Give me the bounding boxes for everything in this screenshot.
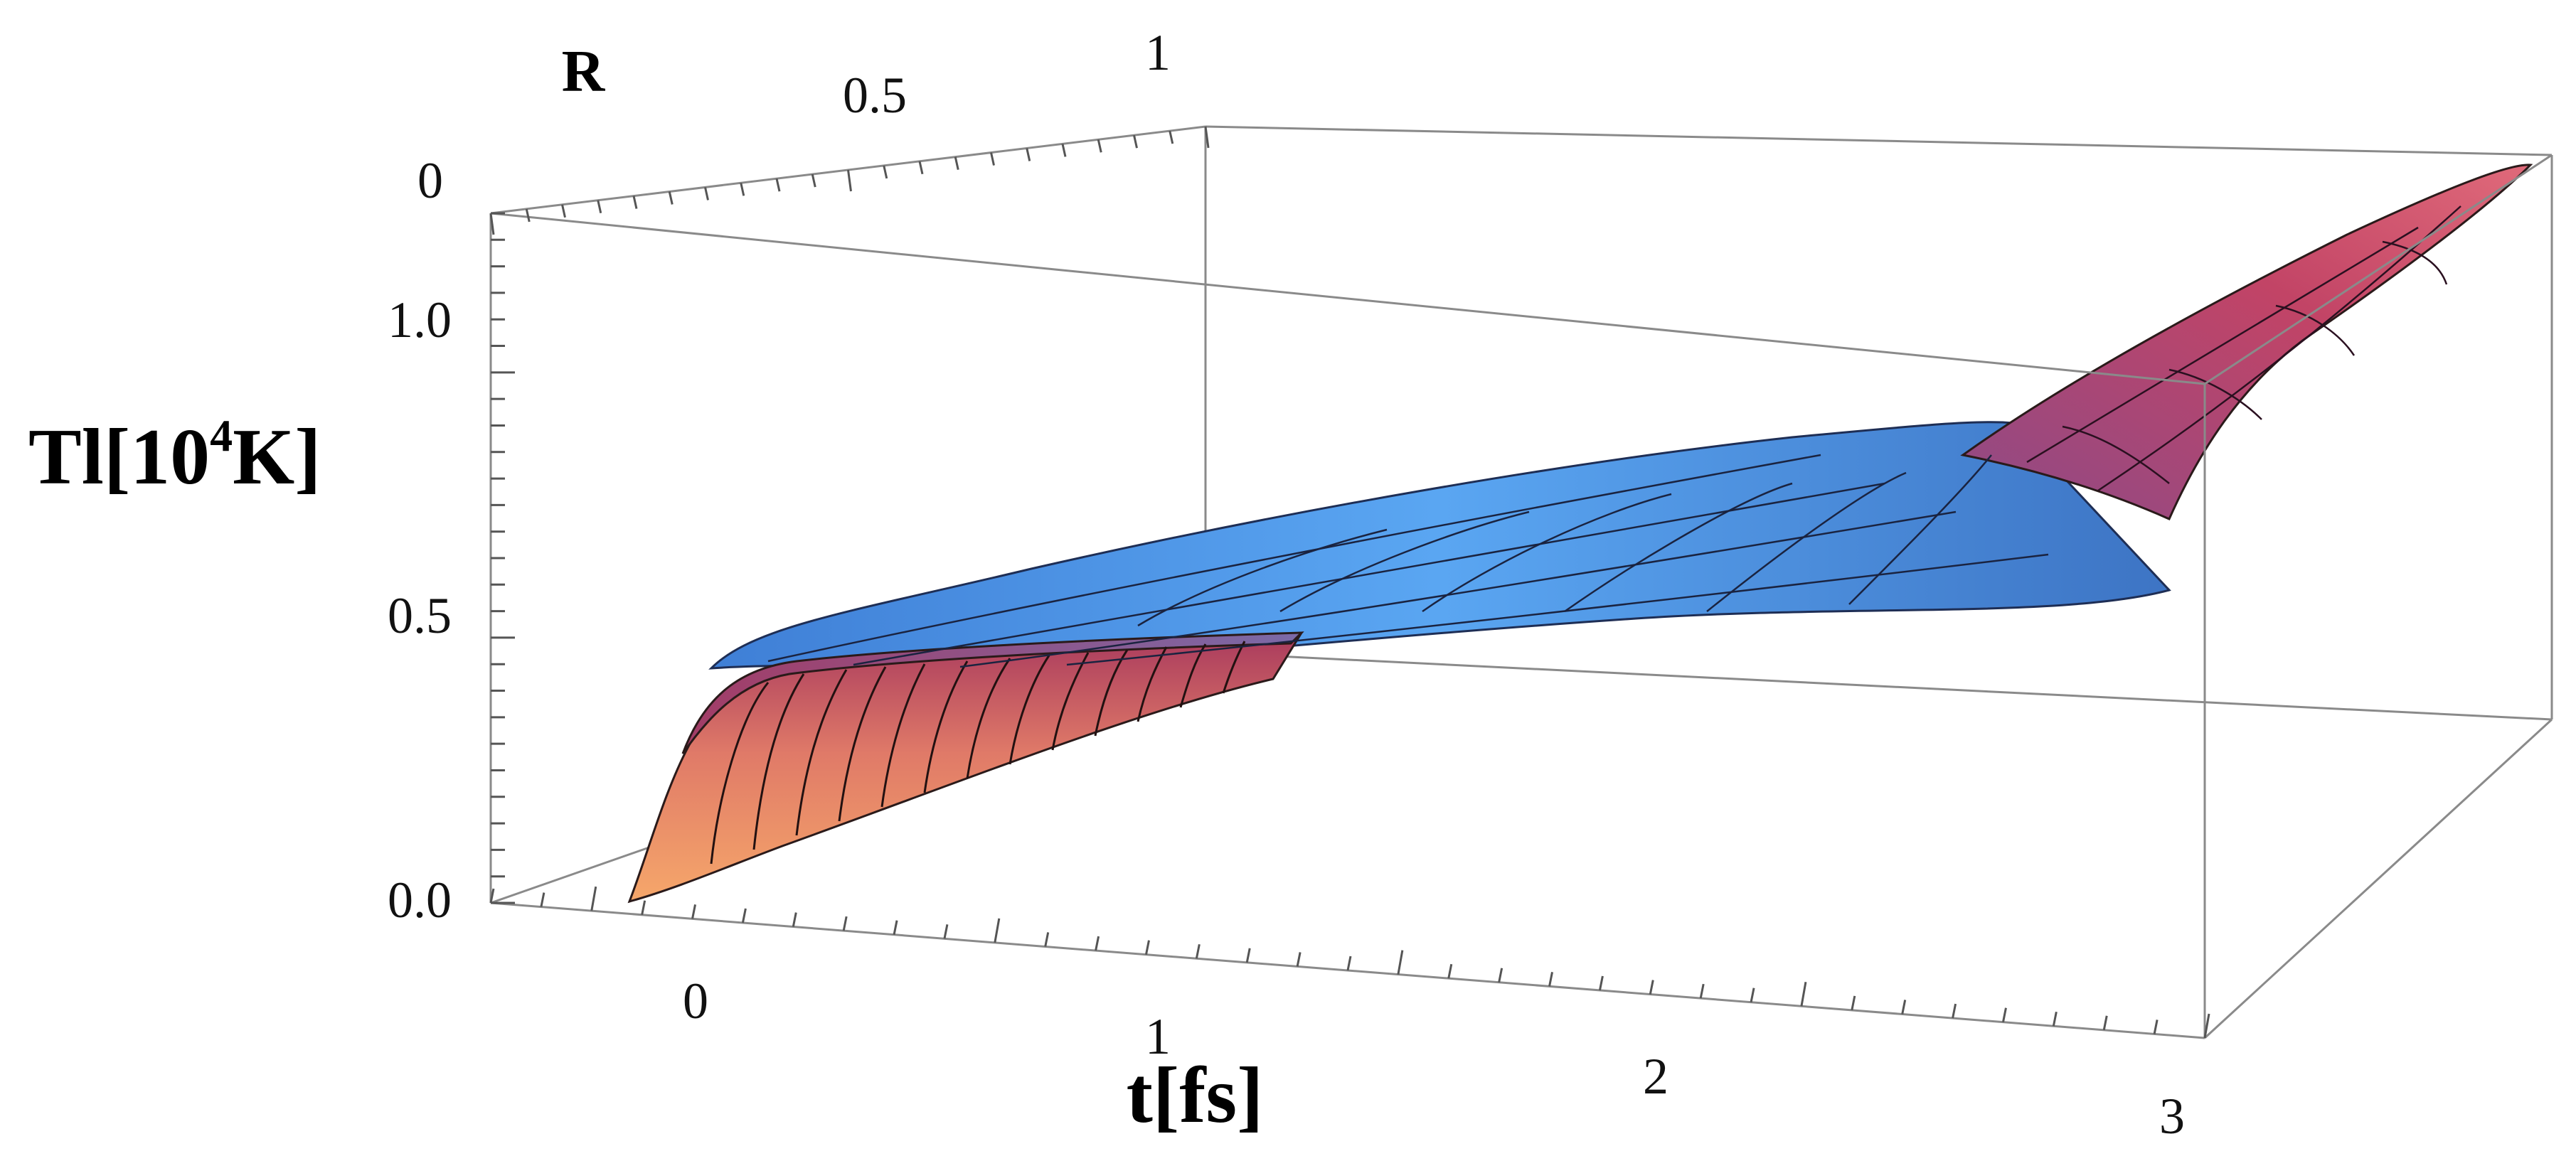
x-tick-labels: 0 1 2 3 (683, 973, 2185, 1145)
y-tick-mark (918, 161, 924, 175)
x-tick-mark (2102, 1015, 2108, 1031)
z-tick-label: 0.5 (388, 587, 452, 644)
surface-tail (1960, 164, 2533, 520)
z-axis-label-unit: K] (233, 413, 321, 501)
y-tick-label: 1 (1145, 24, 1171, 81)
x-tick-mark (641, 900, 646, 916)
x-tick-mark (1649, 980, 1654, 995)
x-tick-mark (1548, 972, 1554, 987)
y-tick-mark (1133, 134, 1138, 149)
y-tick-mark (1026, 148, 1031, 161)
x-tick-mark (741, 908, 747, 924)
z-tick-label: 0.0 (388, 872, 452, 928)
x-tick-mark (540, 892, 545, 907)
x-tick-mark (1498, 968, 1503, 983)
x-tick-mark (489, 888, 495, 904)
box-back-top-right (1205, 125, 2553, 156)
z-axis-label-sup: 4 (210, 410, 233, 461)
x-tick-label: 3 (2159, 1088, 2185, 1145)
x-tick-mark (1800, 982, 1807, 1007)
y-tick-mark (1204, 126, 1210, 149)
surface-mesh-rise (710, 641, 1246, 865)
y-tick-mark (561, 204, 566, 218)
box-back-bottom-right (1205, 651, 2553, 721)
x-tick-mark (1598, 975, 1604, 991)
x-tick-mark (1397, 950, 1404, 975)
x-tick-mark (792, 912, 797, 927)
x-tick-mark (842, 916, 848, 931)
x-tick-label: 1 (1145, 1008, 1171, 1065)
z-axis-label-main: Tl[10 (28, 413, 210, 501)
x-tick-mark (1095, 936, 1100, 951)
z-tick-labels: 0.0 0.5 1.0 (388, 291, 452, 928)
x-tick-mark (2153, 1019, 2159, 1034)
box-front-bottom-right (2203, 718, 2553, 1039)
y-tick-mark (668, 191, 674, 205)
y-tick-labels: 0 0.5 1 (417, 24, 1171, 209)
surface (627, 164, 2533, 904)
x-tick-mark (1952, 1003, 1957, 1019)
y-tick-mark (1097, 139, 1102, 153)
y-tick-mark (847, 169, 852, 192)
x-tick-mark (1750, 988, 1755, 1003)
surface-mesh-tail (2026, 205, 2461, 492)
x-tick-label: 2 (1643, 1048, 1668, 1105)
x-tick-mark (1195, 943, 1201, 959)
x-tick-mark (590, 886, 597, 911)
x-tick-mark (691, 904, 697, 919)
x-tick-label: 0 (683, 973, 708, 1029)
y-tick-mark (954, 156, 959, 171)
x-tick-mark (1044, 932, 1050, 947)
surface-plateau (708, 421, 2171, 670)
tick-marks (489, 126, 2210, 1039)
x-tick-mark (1851, 995, 1856, 1011)
x-tick-mark (1901, 1000, 1907, 1015)
y-tick-label: 0 (417, 152, 443, 209)
x-tick-mark (1296, 952, 1302, 967)
y-tick-mark (990, 152, 995, 166)
x-tick-mark (1245, 948, 1251, 963)
y-tick-mark (1061, 144, 1067, 157)
y-tick-mark (489, 213, 495, 235)
y-tick-mark (704, 187, 709, 200)
x-tick-mark (1447, 963, 1453, 979)
y-tick-mark (740, 182, 745, 196)
y-tick-mark (811, 173, 816, 188)
z-tick-label: 1.0 (388, 291, 452, 348)
x-axis-label-text: t[fs] (1127, 1051, 1264, 1140)
box-front-top-right (2204, 154, 2553, 385)
x-tick-mark (893, 920, 898, 936)
x-tick-mark (1699, 983, 1705, 999)
y-tick-mark (597, 200, 602, 214)
x-tick-mark (943, 924, 949, 939)
x-tick-mark (994, 918, 1001, 943)
z-axis-label: Tl[104K] (28, 410, 321, 501)
x-axis-label: t[fs] (1127, 1051, 1264, 1140)
x-tick-mark (1144, 940, 1150, 955)
box-front-top (490, 212, 2205, 385)
x-tick-mark (2203, 1013, 2210, 1039)
y-tick-mark (883, 165, 888, 179)
y-axis-label: R (562, 38, 606, 105)
y-tick-mark (1169, 130, 1174, 144)
y-tick-mark (632, 196, 638, 209)
y-tick-mark (775, 178, 781, 192)
x-tick-mark (2001, 1007, 2007, 1022)
x-tick-mark (1346, 956, 1352, 971)
y-tick-mark (525, 208, 531, 223)
y-tick-label: 0.5 (843, 67, 907, 124)
surface-rise-rim (681, 631, 1304, 754)
x-tick-mark (2052, 1011, 2058, 1027)
